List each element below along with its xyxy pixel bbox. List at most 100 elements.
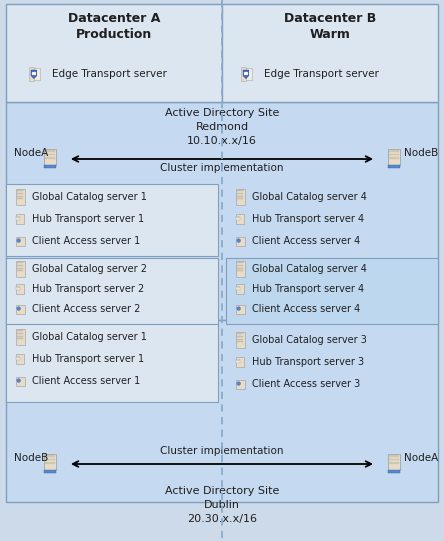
Bar (6, 320, 438, 502)
Bar (235, 332, 245, 348)
Text: Edge Transport server: Edge Transport server (264, 69, 379, 79)
Bar (16, 236, 24, 246)
Text: Client Access server 3: Client Access server 3 (252, 379, 360, 389)
Bar (45, 150, 55, 151)
Bar (235, 189, 245, 204)
Bar (241, 68, 246, 81)
Text: Edge Transport server: Edge Transport server (52, 69, 167, 79)
Bar (6, 258, 218, 324)
Text: NodeA: NodeA (14, 148, 48, 158)
Text: Cluster implementation: Cluster implementation (160, 163, 284, 173)
Bar (44, 453, 56, 471)
Text: Global Catalog server 1: Global Catalog server 1 (32, 332, 147, 342)
Bar (32, 72, 36, 75)
Bar (16, 214, 24, 224)
Text: NodeB: NodeB (14, 453, 48, 463)
Bar (226, 258, 438, 324)
Text: Hub Transport server 1: Hub Transport server 1 (32, 354, 144, 364)
Bar (236, 357, 244, 367)
Bar (17, 268, 23, 269)
Polygon shape (236, 287, 240, 288)
Text: Global Catalog server 4: Global Catalog server 4 (252, 192, 367, 202)
Bar (16, 377, 24, 386)
Text: Datacenter A
Production: Datacenter A Production (68, 12, 160, 41)
Circle shape (17, 307, 20, 311)
Text: Client Access server 1: Client Access server 1 (32, 236, 140, 246)
Bar (17, 199, 23, 200)
Bar (389, 157, 399, 159)
Bar (44, 149, 56, 166)
Text: Global Catalog server 4: Global Catalog server 4 (252, 264, 367, 274)
Text: Global Catalog server 2: Global Catalog server 2 (32, 264, 147, 274)
Bar (16, 329, 24, 345)
Bar (389, 455, 399, 457)
Bar (388, 149, 400, 166)
Bar (237, 341, 243, 342)
Polygon shape (236, 216, 240, 218)
Bar (237, 265, 243, 266)
Text: Client Access server 4: Client Access server 4 (252, 304, 360, 314)
Bar (235, 379, 245, 388)
Circle shape (237, 382, 241, 385)
Bar (246, 68, 252, 80)
Text: Active Directory Site
Redmond
10.10.x.x/16: Active Directory Site Redmond 10.10.x.x/… (165, 108, 279, 146)
Bar (237, 336, 243, 337)
Bar (237, 262, 243, 263)
Bar (6, 184, 218, 256)
Polygon shape (31, 70, 37, 78)
Bar (35, 68, 40, 80)
Circle shape (17, 379, 20, 382)
Bar (389, 462, 399, 464)
Bar (16, 189, 24, 204)
Bar (6, 324, 218, 402)
Bar (17, 262, 23, 263)
Bar (16, 357, 20, 360)
Text: Cluster implementation: Cluster implementation (160, 446, 284, 456)
Bar (388, 470, 400, 472)
Bar (235, 236, 245, 246)
Bar (44, 164, 56, 168)
Text: Active Directory Site
Dublin
20.30.x.x/16: Active Directory Site Dublin 20.30.x.x/1… (165, 486, 279, 524)
Bar (16, 354, 24, 364)
Bar (45, 455, 55, 457)
Text: Client Access server 2: Client Access server 2 (32, 304, 140, 314)
Bar (237, 199, 243, 200)
Bar (236, 214, 244, 224)
Polygon shape (16, 357, 20, 358)
Bar (237, 196, 243, 197)
Bar (16, 305, 24, 313)
Bar (388, 453, 400, 471)
Text: Hub Transport server 4: Hub Transport server 4 (252, 214, 364, 224)
Polygon shape (16, 216, 20, 218)
Bar (16, 216, 20, 220)
Bar (17, 270, 23, 272)
Bar (235, 305, 245, 313)
Text: Datacenter B
Warm: Datacenter B Warm (284, 12, 376, 41)
Bar (44, 470, 56, 472)
Bar (389, 154, 399, 155)
Bar (6, 4, 222, 102)
Text: Hub Transport server 2: Hub Transport server 2 (32, 284, 144, 294)
Polygon shape (236, 360, 240, 361)
Bar (17, 190, 23, 192)
Circle shape (17, 239, 20, 242)
Text: Hub Transport server 1: Hub Transport server 1 (32, 214, 144, 224)
Bar (244, 72, 248, 75)
Bar (389, 459, 399, 460)
Bar (388, 164, 400, 168)
Bar (45, 462, 55, 464)
Bar (237, 193, 243, 194)
Bar (236, 360, 240, 363)
Bar (222, 4, 438, 102)
Text: Global Catalog server 1: Global Catalog server 1 (32, 192, 147, 202)
Text: Client Access server 4: Client Access server 4 (252, 236, 360, 246)
Polygon shape (243, 70, 249, 78)
Bar (17, 330, 23, 331)
Bar (237, 339, 243, 340)
Polygon shape (16, 287, 20, 288)
Bar (29, 68, 35, 81)
Circle shape (237, 239, 241, 242)
Bar (17, 196, 23, 197)
Circle shape (237, 307, 241, 311)
Bar (6, 102, 438, 320)
